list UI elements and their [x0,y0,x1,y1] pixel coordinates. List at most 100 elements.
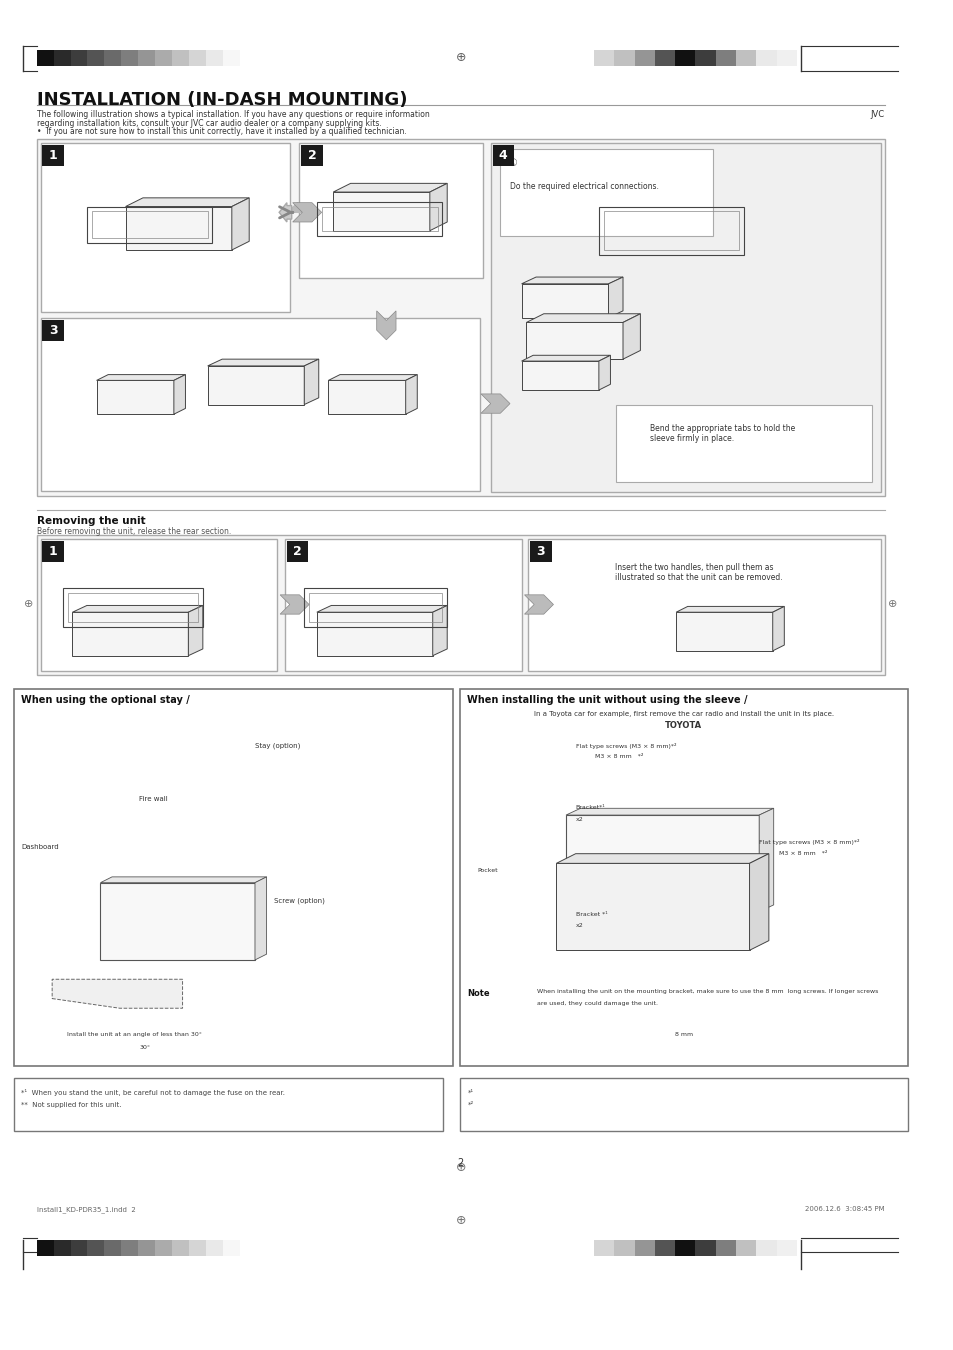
Bar [155,1241,172,1256]
Polygon shape [208,359,318,366]
Polygon shape [208,366,304,405]
FancyArrow shape [279,202,292,221]
Polygon shape [524,595,553,614]
Bar [594,50,614,66]
Bar [222,50,239,66]
Bar [41,143,290,312]
Polygon shape [556,853,768,864]
Polygon shape [376,310,395,340]
Text: •  If you are not sure how to install this unit correctly, have it installed by : • If you are not sure how to install thi… [36,127,406,136]
Text: 2: 2 [293,545,301,558]
Polygon shape [333,192,430,231]
Text: TOYOTA: TOYOTA [664,721,701,730]
Polygon shape [293,202,321,221]
Bar [530,541,551,562]
Text: *²: *² [467,1102,474,1108]
Bar [189,1241,206,1256]
Bar [71,1241,88,1256]
Polygon shape [622,313,639,359]
Bar [121,1241,138,1256]
Polygon shape [759,809,773,911]
Polygon shape [598,355,610,390]
Text: In a Toyota car for example, first remove the car radio and install the unit in : In a Toyota car for example, first remov… [534,710,833,717]
Bar [459,690,907,1066]
Bar [41,317,479,491]
Polygon shape [333,184,447,192]
Text: Do the required electrical connections.: Do the required electrical connections. [510,182,659,192]
FancyArrow shape [288,202,307,212]
Polygon shape [608,277,622,317]
Polygon shape [526,323,622,359]
Bar [634,50,654,66]
Text: ⊕: ⊕ [455,1214,465,1227]
Polygon shape [72,612,188,656]
Polygon shape [126,207,232,250]
Bar [172,50,189,66]
Polygon shape [433,605,447,656]
Polygon shape [526,313,639,323]
Polygon shape [556,864,749,950]
Bar [756,1241,776,1256]
Text: Before removing the unit, release the rear section.: Before removing the unit, release the re… [36,528,231,536]
Bar [565,815,759,911]
Bar [138,50,155,66]
Text: ①: ① [508,158,517,169]
Bar [13,690,453,1066]
Text: JVC: JVC [870,109,883,119]
Text: Bracket*¹: Bracket*¹ [575,806,605,810]
Bar [104,50,121,66]
Bar [459,1077,907,1131]
Text: When installing the unit on the mounting bracket, make sure to use the 8 mm  lon: When installing the unit on the mounting… [537,990,878,994]
Bar [736,1241,756,1256]
Polygon shape [405,374,416,414]
Text: When using the optional stay /: When using the optional stay / [21,695,190,705]
Text: ⊕: ⊕ [455,51,465,65]
Text: 2: 2 [457,1158,463,1168]
Bar [499,148,712,235]
Bar [675,50,695,66]
Bar [88,50,104,66]
Bar [172,1241,189,1256]
Bar [654,50,675,66]
Bar [756,50,776,66]
Polygon shape [521,360,598,390]
Polygon shape [304,359,318,405]
Bar [88,1241,104,1256]
Text: illustrated so that the unit can be removed.: illustrated so that the unit can be remo… [615,572,782,582]
Bar [301,144,322,166]
Text: ⊕: ⊕ [455,1161,465,1174]
Bar [675,1241,695,1256]
Bar [695,50,715,66]
Bar [736,50,756,66]
Polygon shape [316,612,433,656]
Bar [616,405,871,482]
Polygon shape [96,381,173,414]
Text: *¹  When you stand the unit, be careful not to damage the fuse on the rear.: *¹ When you stand the unit, be careful n… [21,1089,285,1096]
Text: Pocket: Pocket [476,868,497,873]
Polygon shape [72,605,203,612]
Text: x2: x2 [575,817,583,822]
Bar [100,883,254,960]
Text: Dashboard: Dashboard [21,844,59,850]
Bar [528,539,880,671]
Bar [715,1241,736,1256]
Polygon shape [188,605,203,656]
Text: Insert the two handles, then pull them as: Insert the two handles, then pull them a… [615,563,773,572]
Text: 1: 1 [49,545,57,558]
Bar [104,1241,121,1256]
Text: *¹: *¹ [467,1089,473,1095]
Polygon shape [328,374,416,381]
Bar [71,50,88,66]
Text: The following illustration shows a typical installation. If you have any questio: The following illustration shows a typic… [36,109,429,119]
Text: **  Not supplied for this unit.: ** Not supplied for this unit. [21,1102,122,1108]
Bar [43,320,64,340]
Bar [138,1241,155,1256]
Polygon shape [328,381,405,414]
Polygon shape [52,979,182,1008]
Text: sleeve firmly in place.: sleeve firmly in place. [649,435,734,444]
Text: M3 × 8 mm   *²: M3 × 8 mm *² [778,850,826,856]
Polygon shape [772,606,783,651]
Bar [299,143,482,278]
Bar [53,50,71,66]
Polygon shape [126,198,249,207]
